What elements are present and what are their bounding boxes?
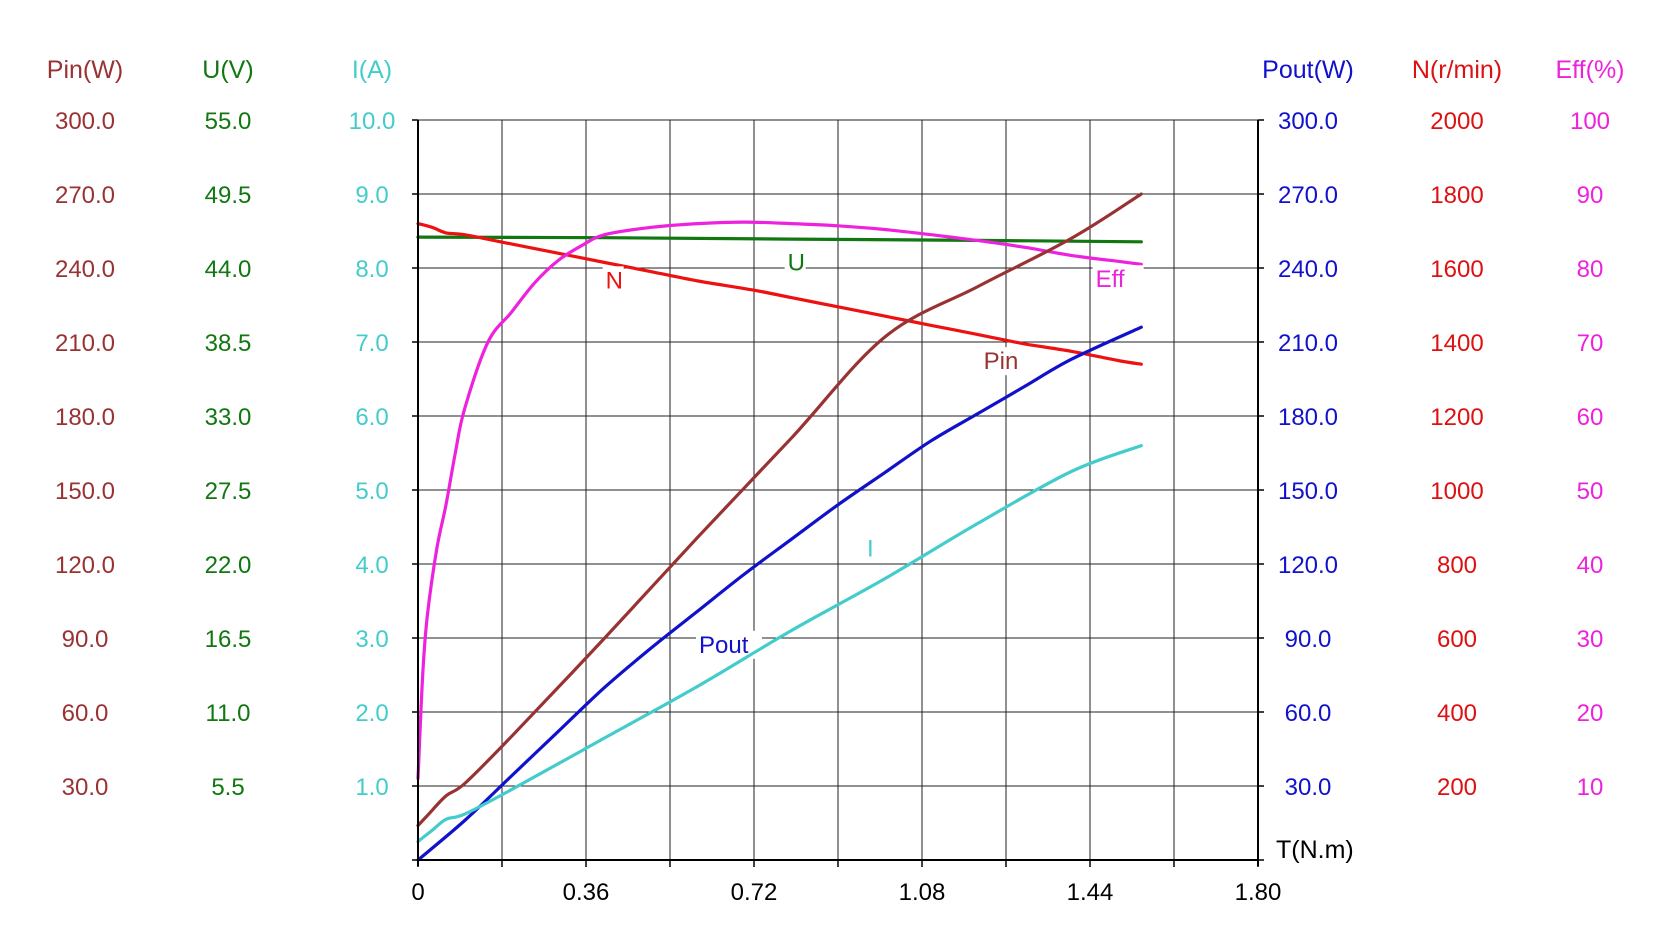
eff-tick-label: 20 xyxy=(1577,700,1604,727)
eff-tick-label: 30 xyxy=(1577,626,1604,653)
series-label-eff: Eff xyxy=(1096,266,1125,293)
i-tick-label: 9.0 xyxy=(355,182,388,209)
pout-tick-label: 210.0 xyxy=(1278,330,1338,357)
curves: U N Eff Pin Pout I xyxy=(416,192,1144,862)
i-tick-label: 3.0 xyxy=(355,626,388,653)
eff-tick-label: 60 xyxy=(1577,404,1604,431)
x-tick-label: 1.44 xyxy=(1067,879,1114,906)
pout-tick-label: 180.0 xyxy=(1278,404,1338,431)
i-tick-label: 5.0 xyxy=(355,478,388,505)
i-tick-label: 6.0 xyxy=(355,404,388,431)
pout-tick-label: 240.0 xyxy=(1278,256,1338,283)
n-tick-label: 1800 xyxy=(1430,182,1483,209)
pin-tick-label: 150.0 xyxy=(55,478,115,505)
u-tick-label: 44.0 xyxy=(205,256,252,283)
pin-tick-label: 120.0 xyxy=(55,552,115,579)
pin-tick-label: 60.0 xyxy=(62,700,109,727)
eff-tick-label: 80 xyxy=(1577,256,1604,283)
u-tick-label: 16.5 xyxy=(205,626,252,653)
pout-tick-label: 150.0 xyxy=(1278,478,1338,505)
n-tick-label: 800 xyxy=(1437,552,1477,579)
series-label-u: U xyxy=(788,250,805,277)
n-tick-label: 1400 xyxy=(1430,330,1483,357)
pout-tick-label: 90.0 xyxy=(1285,626,1332,653)
series-label-bg xyxy=(1092,265,1144,294)
n-tick-label: 600 xyxy=(1437,626,1477,653)
pin-tick-label: 210.0 xyxy=(55,330,115,357)
u-tick-label: 27.5 xyxy=(205,478,252,505)
eff-tick-label: 100 xyxy=(1570,108,1610,135)
x-tick-label: 0.36 xyxy=(563,879,610,906)
pin-tick-label: 30.0 xyxy=(62,774,109,801)
eff-tick-label: 70 xyxy=(1577,330,1604,357)
series-line-eff xyxy=(416,220,1143,781)
plot-frame xyxy=(412,119,1264,867)
u-tick-label: 38.5 xyxy=(205,330,252,357)
series-label-bg xyxy=(864,534,885,563)
x-tick-label: 1.08 xyxy=(899,879,946,906)
x-tick-label: 0.72 xyxy=(731,879,778,906)
eff-tick-label: 90 xyxy=(1577,182,1604,209)
series-line-i xyxy=(416,444,1143,844)
eff-tick-label: 10 xyxy=(1577,774,1604,801)
i-tick-label: 2.0 xyxy=(355,700,388,727)
pout-tick-label: 60.0 xyxy=(1285,700,1332,727)
eff-tick-label: 50 xyxy=(1577,478,1604,505)
i-tick-label: 4.0 xyxy=(355,552,388,579)
u-tick-label: 33.0 xyxy=(205,404,252,431)
series-line-pout xyxy=(416,325,1143,862)
eff-tick-label: 40 xyxy=(1577,552,1604,579)
series-label-bg xyxy=(602,266,624,295)
plot-grid xyxy=(418,119,1258,860)
n-axis-title: N(r/min) xyxy=(1412,56,1502,84)
series-line-pin xyxy=(416,192,1143,828)
axis-labels: 0 0.36 0.72 1.08 1.44 1.80 T(N.m) Pin(W) 300.0 27… xyxy=(47,56,1625,906)
pin-tick-label: 300.0 xyxy=(55,108,115,135)
pin-tick-label: 90.0 xyxy=(62,626,109,653)
pin-tick-label: 180.0 xyxy=(55,404,115,431)
i-tick-label: 8.0 xyxy=(355,256,388,283)
series-label-pout: Pout xyxy=(699,632,749,659)
u-tick-label: 5.5 xyxy=(211,774,244,801)
i-tick-label: 7.0 xyxy=(355,330,388,357)
series-label-bg xyxy=(980,347,1032,376)
series-label-pin: Pin xyxy=(984,348,1019,375)
u-axis-title: U(V) xyxy=(202,56,253,84)
pin-axis-title: Pin(W) xyxy=(47,56,123,84)
n-tick-label: 200 xyxy=(1437,774,1477,801)
series-label-i: I xyxy=(867,536,874,563)
u-tick-label: 49.5 xyxy=(205,182,252,209)
i-tick-label: 10.0 xyxy=(349,108,396,135)
n-tick-label: 2000 xyxy=(1430,108,1483,135)
u-tick-label: 55.0 xyxy=(205,108,252,135)
x-axis-title: T(N.m) xyxy=(1276,836,1354,864)
i-axis-title: I(A) xyxy=(352,56,392,84)
n-tick-label: 1600 xyxy=(1430,256,1483,283)
pout-tick-label: 120.0 xyxy=(1278,552,1338,579)
n-tick-label: 1200 xyxy=(1430,404,1483,431)
series-line-u xyxy=(416,235,1143,244)
pout-axis-title: Pout(W) xyxy=(1262,56,1354,84)
n-tick-label: 400 xyxy=(1437,700,1477,727)
series-label-n: N xyxy=(606,267,623,294)
n-tick-label: 1000 xyxy=(1430,478,1483,505)
pin-tick-label: 270.0 xyxy=(55,182,115,209)
eff-axis-title: Eff(%) xyxy=(1556,56,1625,84)
i-tick-label: 1.0 xyxy=(355,774,388,801)
series-line-n xyxy=(416,222,1143,366)
series-label-bg xyxy=(784,248,806,277)
u-tick-label: 22.0 xyxy=(205,552,252,579)
pout-tick-label: 30.0 xyxy=(1285,774,1332,801)
x-tick-label: 0 xyxy=(411,879,424,906)
pin-tick-label: 240.0 xyxy=(55,256,115,283)
x-tick-label: 1.80 xyxy=(1235,879,1282,906)
pout-tick-label: 270.0 xyxy=(1278,182,1338,209)
pout-tick-label: 300.0 xyxy=(1278,108,1338,135)
u-tick-label: 11.0 xyxy=(206,700,251,727)
